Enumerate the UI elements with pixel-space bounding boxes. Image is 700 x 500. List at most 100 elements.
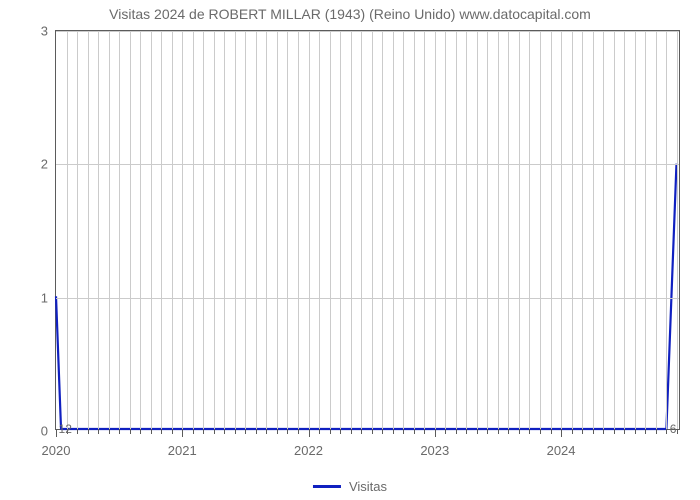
v-gridline — [203, 31, 204, 429]
x-minor-tick — [393, 429, 394, 434]
v-gridline — [351, 31, 352, 429]
x-minor-tick — [235, 429, 236, 434]
v-gridline — [519, 31, 520, 429]
x-tick-label: 2022 — [294, 429, 323, 458]
x-minor-tick — [140, 429, 141, 434]
x-minor-tick — [456, 429, 457, 434]
v-gridline — [372, 31, 373, 429]
v-gridline — [277, 31, 278, 429]
v-gridline — [340, 31, 341, 429]
x-minor-tick — [624, 429, 625, 434]
x-minor-tick — [88, 429, 89, 434]
v-gridline — [130, 31, 131, 429]
v-gridline — [498, 31, 499, 429]
v-gridline — [172, 31, 173, 429]
legend-swatch — [313, 485, 341, 488]
x-minor-tick — [98, 429, 99, 434]
v-gridline — [424, 31, 425, 429]
x-minor-tick — [224, 429, 225, 434]
x-minor-tick — [119, 429, 120, 434]
v-gridline — [435, 31, 436, 429]
h-gridline — [56, 164, 679, 165]
v-gridline — [582, 31, 583, 429]
v-gridline — [151, 31, 152, 429]
v-gridline — [635, 31, 636, 429]
v-gridline — [77, 31, 78, 429]
x-tick-label: 2023 — [420, 429, 449, 458]
legend: Visitas — [313, 479, 387, 494]
v-gridline — [456, 31, 457, 429]
v-gridline — [235, 31, 236, 429]
v-gridline — [466, 31, 467, 429]
x-tick-label: 2024 — [547, 429, 576, 458]
v-gridline — [477, 31, 478, 429]
x-minor-tick — [151, 429, 152, 434]
x-minor-tick — [403, 429, 404, 434]
v-gridline — [309, 31, 310, 429]
x-minor-tick — [519, 429, 520, 434]
v-gridline — [677, 31, 678, 429]
x-minor-tick — [351, 429, 352, 434]
x-minor-tick — [203, 429, 204, 434]
v-gridline — [330, 31, 331, 429]
v-gridline — [487, 31, 488, 429]
x-minor-tick — [161, 429, 162, 434]
v-gridline — [666, 31, 667, 429]
x-minor-tick — [466, 429, 467, 434]
x-minor-tick — [529, 429, 530, 434]
v-gridline — [182, 31, 183, 429]
v-gridline — [508, 31, 509, 429]
x-minor-tick — [677, 429, 678, 434]
x-minor-tick — [593, 429, 594, 434]
x-minor-tick — [109, 429, 110, 434]
x-minor-tick — [287, 429, 288, 434]
v-gridline — [393, 31, 394, 429]
x-minor-tick — [645, 429, 646, 434]
x-minor-tick — [330, 429, 331, 434]
v-gridline — [140, 31, 141, 429]
x-minor-tick — [666, 429, 667, 434]
y-tick-label: 3 — [41, 24, 56, 39]
v-gridline — [540, 31, 541, 429]
y-tick-label: 2 — [41, 157, 56, 172]
x-minor-tick — [382, 429, 383, 434]
v-gridline — [656, 31, 657, 429]
legend-label: Visitas — [349, 479, 387, 494]
v-gridline — [298, 31, 299, 429]
v-gridline — [403, 31, 404, 429]
v-gridline — [245, 31, 246, 429]
x-minor-tick — [603, 429, 604, 434]
v-gridline — [624, 31, 625, 429]
x-minor-tick — [582, 429, 583, 434]
x-tick-label: 2021 — [168, 429, 197, 458]
v-gridline — [382, 31, 383, 429]
v-gridline — [193, 31, 194, 429]
h-gridline — [56, 31, 679, 32]
v-gridline — [551, 31, 552, 429]
v-gridline — [266, 31, 267, 429]
x-minor-tick — [245, 429, 246, 434]
plot-area: 012320202021202220232024126 — [55, 30, 680, 430]
x-minor-tick — [487, 429, 488, 434]
v-gridline — [561, 31, 562, 429]
x-minor-tick — [340, 429, 341, 434]
v-gridline — [161, 31, 162, 429]
v-gridline — [88, 31, 89, 429]
v-gridline — [214, 31, 215, 429]
v-gridline — [529, 31, 530, 429]
data-annotation: 12 — [59, 422, 72, 436]
y-tick-label: 1 — [41, 290, 56, 305]
x-minor-tick — [614, 429, 615, 434]
x-minor-tick — [361, 429, 362, 434]
v-gridline — [645, 31, 646, 429]
v-gridline — [593, 31, 594, 429]
v-gridline — [414, 31, 415, 429]
v-gridline — [287, 31, 288, 429]
v-gridline — [603, 31, 604, 429]
x-minor-tick — [372, 429, 373, 434]
data-annotation: 6 — [670, 422, 677, 436]
v-gridline — [109, 31, 110, 429]
x-minor-tick — [414, 429, 415, 434]
x-minor-tick — [277, 429, 278, 434]
x-minor-tick — [635, 429, 636, 434]
